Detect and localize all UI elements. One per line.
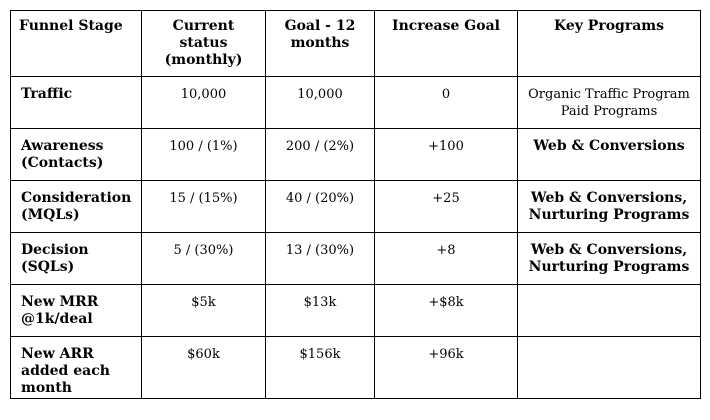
increase-goal-cell: +96k	[374, 336, 518, 399]
funnel-table: Funnel Stage Current status (monthly) Go…	[10, 10, 701, 399]
stage-cell: Consideration (MQLs)	[10, 180, 142, 233]
increase-goal-cell: +100	[374, 128, 518, 181]
key-programs-cell	[517, 284, 701, 337]
funnel-table-container: Funnel Stage Current status (monthly) Go…	[10, 10, 701, 399]
stage-cell: Traffic	[10, 76, 142, 129]
goal-cell: 13 / (30%)	[265, 232, 375, 285]
stage-cell: New MRR @1k/deal	[10, 284, 142, 337]
table-row: New MRR @1k/deal $5k $13k +$8k	[10, 284, 701, 337]
header-key-programs: Key Programs	[517, 10, 701, 77]
current-status-cell: 10,000	[141, 76, 266, 129]
goal-cell: 200 / (2%)	[265, 128, 375, 181]
table-row: Consideration (MQLs) 15 / (15%) 40 / (20…	[10, 180, 701, 233]
header-increase-goal: Increase Goal	[374, 10, 518, 77]
goal-cell: $13k	[265, 284, 375, 337]
increase-goal-cell: +8	[374, 232, 518, 285]
current-status-cell: 5 / (30%)	[141, 232, 266, 285]
current-status-cell: $60k	[141, 336, 266, 399]
header-row: Funnel Stage Current status (monthly) Go…	[10, 10, 701, 77]
goal-cell: $156k	[265, 336, 375, 399]
current-status-cell: 15 / (15%)	[141, 180, 266, 233]
header-goal-12-months: Goal - 12 months	[265, 10, 375, 77]
table-row: Awareness (Contacts) 100 / (1%) 200 / (2…	[10, 128, 701, 181]
current-status-cell: 100 / (1%)	[141, 128, 266, 181]
current-status-cell: $5k	[141, 284, 266, 337]
stage-cell: Awareness (Contacts)	[10, 128, 142, 181]
key-programs-cell: Web & Conversions, Nurturing Programs	[517, 232, 701, 285]
header-current-status: Current status (monthly)	[141, 10, 266, 77]
key-programs-cell: Organic Traffic Program Paid Programs	[517, 76, 701, 129]
stage-cell: Decision (SQLs)	[10, 232, 142, 285]
increase-goal-cell: 0	[374, 76, 518, 129]
header-funnel-stage: Funnel Stage	[10, 10, 142, 77]
table-row: New ARR added each month $60k $156k +96k	[10, 336, 701, 399]
goal-cell: 10,000	[265, 76, 375, 129]
goal-cell: 40 / (20%)	[265, 180, 375, 233]
key-programs-cell: Web & Conversions	[517, 128, 701, 181]
increase-goal-cell: +$8k	[374, 284, 518, 337]
key-programs-cell: Web & Conversions, Nurturing Programs	[517, 180, 701, 233]
table-row: Traffic 10,000 10,000 0 Organic Traffic …	[10, 76, 701, 129]
key-programs-cell	[517, 336, 701, 399]
increase-goal-cell: +25	[374, 180, 518, 233]
table-row: Decision (SQLs) 5 / (30%) 13 / (30%) +8 …	[10, 232, 701, 285]
stage-cell: New ARR added each month	[10, 336, 142, 399]
